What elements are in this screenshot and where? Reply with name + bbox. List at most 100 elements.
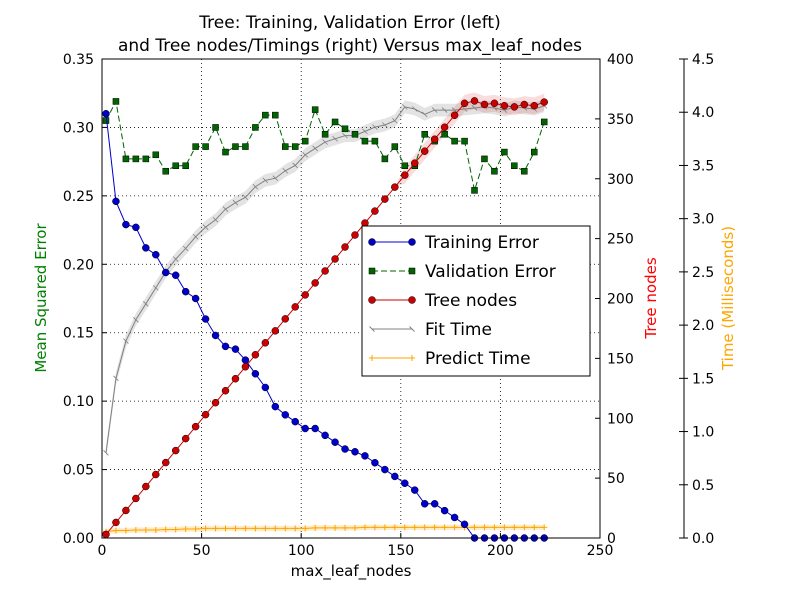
y-time-tick-label: 3.5 xyxy=(692,158,714,174)
fit-time-marker xyxy=(382,122,388,128)
fit-time-marker xyxy=(372,124,378,130)
fit-time-marker xyxy=(262,177,269,184)
training-error-marker xyxy=(401,479,409,488)
training-error-marker xyxy=(361,452,369,460)
tree-nodes-marker xyxy=(530,101,539,110)
training-error-marker xyxy=(181,287,190,296)
validation-error-marker xyxy=(471,187,478,194)
training-error-marker xyxy=(381,465,389,474)
y-time-tick-label: 0.5 xyxy=(692,478,714,494)
y-left-tick-label: 0.25 xyxy=(63,189,94,205)
validation-error-marker xyxy=(272,111,279,119)
legend-marker xyxy=(408,296,416,304)
tree-nodes-marker xyxy=(450,111,459,120)
validation-error-marker xyxy=(262,111,269,119)
training-error-marker xyxy=(152,250,160,259)
validation-error-marker xyxy=(481,155,488,163)
fit-time-marker xyxy=(322,139,328,145)
y-tree-tick-label: 300 xyxy=(607,172,634,188)
training-error-marker xyxy=(440,506,449,515)
tree-nodes-marker xyxy=(201,410,210,419)
tree-nodes-marker xyxy=(311,279,319,287)
validation-error-marker xyxy=(361,137,369,145)
training-error-marker xyxy=(122,220,130,229)
validation-error-marker xyxy=(162,167,169,175)
tree-nodes-marker xyxy=(271,327,280,335)
training-error-marker xyxy=(301,424,309,433)
tree-nodes-marker xyxy=(132,494,140,503)
validation-error-marker xyxy=(182,162,189,169)
tree-nodes-marker xyxy=(470,97,479,105)
tree-nodes-marker xyxy=(241,363,250,371)
legend-label: Predict Time xyxy=(425,349,531,369)
x-tick-label: 150 xyxy=(387,543,414,559)
training-error-marker xyxy=(241,356,250,364)
training-error-marker xyxy=(391,472,399,481)
y-tree-tick-label: 50 xyxy=(607,471,625,487)
validation-error-marker xyxy=(212,124,219,131)
fit-time-marker xyxy=(182,245,189,252)
validation-error-marker xyxy=(501,148,508,156)
tree-nodes-marker xyxy=(231,374,240,383)
tree-nodes-marker xyxy=(191,422,200,431)
fit-time-marker xyxy=(143,301,149,307)
validation-error-marker xyxy=(351,131,359,138)
validation-error-marker xyxy=(102,117,110,124)
y-time-tick-label: 2.0 xyxy=(692,318,714,334)
fit-time-marker xyxy=(312,145,318,152)
fit-time-marker xyxy=(431,107,438,113)
tree-nodes-marker xyxy=(440,123,449,132)
tree-nodes-marker xyxy=(381,195,389,203)
legend: Training Error Validation Error Tree nodes… xyxy=(361,225,591,377)
fit-time-marker xyxy=(212,216,219,223)
fit-time-marker xyxy=(441,107,448,113)
training-error-marker xyxy=(291,417,299,426)
tree-nodes-marker xyxy=(152,470,160,479)
series-lines xyxy=(102,97,548,542)
y-time-tick-label: 1.5 xyxy=(692,371,714,387)
tree-nodes-marker xyxy=(401,171,409,179)
chart-title-line1: Tree: Training, Validation Error (left) xyxy=(198,13,500,33)
chart-title-line2: and Tree nodes/Timings (right) Versus ma… xyxy=(118,36,582,56)
y-tree-tick-label: 350 xyxy=(607,112,634,128)
legend-box xyxy=(361,225,591,377)
fit-time-marker xyxy=(282,167,289,174)
training-error-marker xyxy=(211,331,220,340)
fit-time-marker xyxy=(392,117,398,124)
y-tree-tick-label: 150 xyxy=(607,351,634,367)
training-error-marker xyxy=(430,500,439,508)
y-axis-label-time: Time (Milliseconds) xyxy=(719,226,737,371)
fit-time-marker xyxy=(232,199,239,206)
training-error-marker xyxy=(341,445,349,453)
training-error-marker xyxy=(102,109,110,118)
training-error-marker xyxy=(371,458,379,467)
training-error-marker xyxy=(132,223,140,232)
training-error-marker xyxy=(410,486,419,494)
tree-nodes-marker xyxy=(480,100,489,109)
fit-time-marker xyxy=(123,338,129,344)
x-tick-label: 200 xyxy=(487,543,514,559)
y-time-tick-label: 0.0 xyxy=(692,531,714,547)
validation-error-marker xyxy=(301,137,309,145)
tree-nodes-marker xyxy=(420,147,429,155)
validation-error-marker xyxy=(202,143,209,150)
validation-error-marker xyxy=(232,143,239,150)
fit-time-marker xyxy=(113,375,119,382)
validation-error-marker xyxy=(491,167,498,175)
x-axis-label: max_leaf_nodes xyxy=(291,562,412,581)
tree-nodes-marker xyxy=(351,231,359,239)
validation-error-marker xyxy=(331,118,339,126)
fit-time-marker xyxy=(103,450,109,456)
training-error-marker xyxy=(321,431,329,440)
validation-error-marker xyxy=(521,167,528,175)
validation-error-marker xyxy=(242,143,249,150)
tree-nodes-marker xyxy=(122,506,130,515)
validation-error-marker xyxy=(282,143,289,150)
validation-error-marker xyxy=(461,137,468,145)
tree-nodes-marker xyxy=(520,100,529,109)
validation-error-line xyxy=(105,99,545,193)
fit-time-marker xyxy=(242,194,249,201)
training-error-marker xyxy=(261,383,270,392)
tree-nodes-marker xyxy=(331,255,339,263)
